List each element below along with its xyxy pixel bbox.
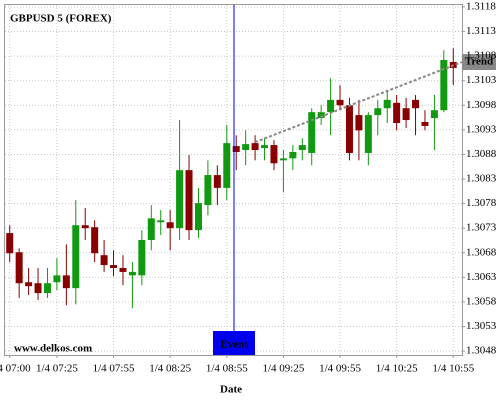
candle-body — [100, 255, 108, 266]
candle-body — [81, 225, 89, 229]
y-tick-label: 1.3078 — [466, 197, 497, 209]
y-tick-label: 1.3068 — [466, 246, 497, 258]
marks — [6, 48, 457, 309]
event-label: Event — [220, 339, 248, 351]
candle-body — [147, 218, 155, 240]
candle-body — [364, 115, 372, 153]
x-tick-label: 1/4 09:25 — [262, 363, 304, 375]
x-tick-label: 1/4 10:25 — [376, 363, 418, 375]
candle-body — [383, 99, 391, 109]
x-tick-label: 1/4 09:55 — [319, 363, 361, 375]
x-tick-label: 1/4 08:55 — [206, 363, 248, 375]
y-tick-label: 1.3073 — [466, 222, 497, 234]
candle-body — [430, 110, 438, 119]
candle-body — [166, 222, 174, 229]
candle-body — [176, 170, 184, 229]
candle-body — [213, 175, 221, 188]
x-tick-label: 1/4 07:00 — [0, 363, 31, 375]
trend-label-box — [462, 54, 496, 71]
x-tick-label: 1/4 08:25 — [149, 363, 191, 375]
candle-body — [345, 105, 353, 153]
candle-body — [336, 99, 344, 106]
candle-body — [242, 144, 250, 151]
candle-body — [194, 203, 202, 231]
candle-body — [421, 121, 429, 126]
candle-body — [62, 275, 70, 289]
candle-body — [317, 112, 325, 119]
candle-body — [53, 275, 61, 283]
y-tick-label: 1.3063 — [466, 271, 497, 283]
candle-body — [270, 145, 278, 164]
candle-body — [110, 265, 118, 268]
y-tick-label: 1.3108 — [466, 50, 497, 62]
candle-body — [355, 115, 363, 131]
candle-body — [72, 225, 80, 289]
candle-body — [128, 271, 136, 276]
candle-body — [279, 158, 287, 161]
candle-body — [232, 146, 240, 152]
candle-body — [91, 227, 99, 254]
y-tick-label: 1.3053 — [466, 320, 497, 332]
candle-body — [261, 145, 269, 149]
trend-label: Trend — [465, 56, 493, 68]
x-tick-label: 1/4 07:55 — [93, 363, 135, 375]
candle-body — [204, 175, 212, 206]
candle-body — [402, 108, 410, 121]
chart-title: GBPUSD 5 (FOREX) — [10, 13, 112, 25]
trend-line — [254, 61, 463, 144]
candle-body — [223, 143, 231, 188]
candle-body — [185, 170, 193, 231]
y-tick-label: 1.3113 — [466, 25, 496, 37]
y-tick-label: 1.3088 — [466, 148, 497, 160]
candle-body — [157, 220, 165, 223]
y-tick-label: 1.3048 — [466, 345, 497, 357]
x-axis-title: Date — [220, 384, 242, 396]
y-tick-label: 1.3118 — [466, 0, 496, 12]
candle-body — [393, 102, 401, 123]
candle-body — [308, 112, 316, 153]
candle-body — [15, 252, 23, 284]
y-tick-label: 1.3098 — [466, 99, 497, 111]
candle-body — [289, 151, 297, 159]
y-tick-label: 1.3093 — [466, 123, 497, 135]
candle-body — [251, 143, 259, 151]
x-tick-label: 1/4 10:55 — [432, 363, 474, 375]
y-tick-label: 1.3103 — [466, 74, 497, 86]
candle-body — [374, 108, 382, 116]
y-tick-label: 1.3058 — [466, 295, 497, 307]
candle-body — [327, 99, 335, 113]
watermark: www.delkos.com — [14, 343, 92, 355]
y-tick-label: 1.3083 — [466, 173, 497, 185]
candle-body — [412, 99, 420, 109]
candle-body — [25, 282, 33, 287]
event-label-box — [213, 331, 255, 355]
candle-body — [138, 239, 146, 276]
candle-body — [440, 60, 448, 111]
candle-body — [119, 267, 127, 272]
candle-body — [43, 283, 51, 294]
x-tick-label: 1/4 07:25 — [36, 363, 78, 375]
candle-body — [298, 145, 306, 151]
candle-body — [6, 233, 14, 254]
overlays: Trend Event — [213, 5, 496, 355]
candle-body — [34, 283, 42, 294]
